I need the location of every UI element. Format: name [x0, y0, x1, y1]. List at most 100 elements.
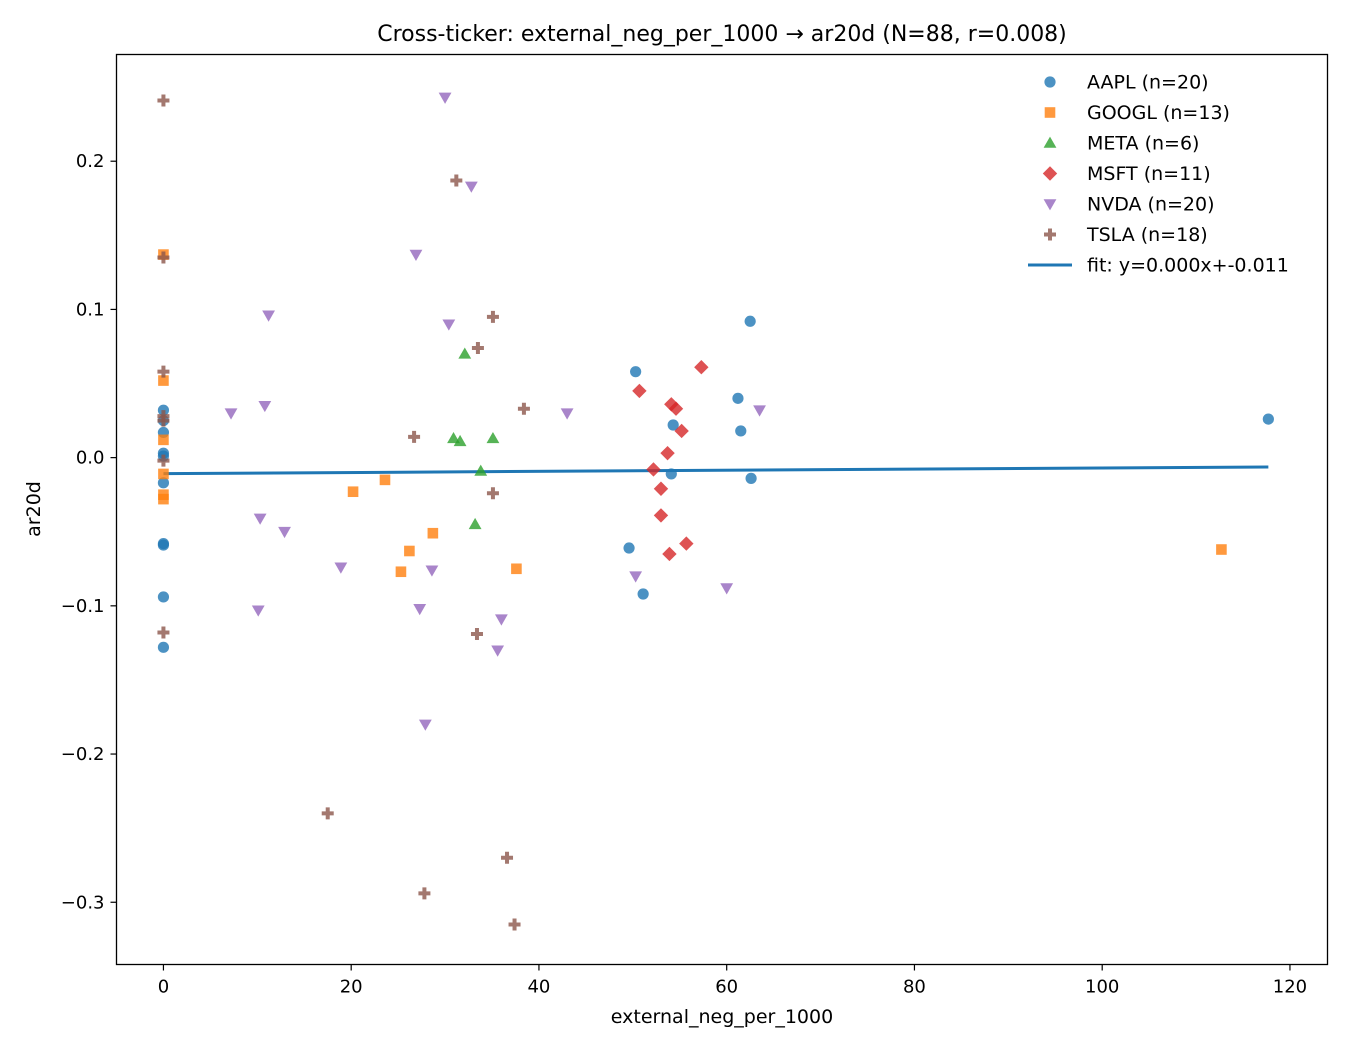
point-aapl [157, 539, 170, 551]
point-aapl [157, 591, 170, 603]
fit-layer [163, 465, 1269, 476]
legend-label-nvda: NVDA (n=20) [1087, 194, 1215, 216]
point-nvda [334, 562, 348, 574]
point-nvda [753, 405, 766, 417]
x-axis: 0 20 40 60 80 100 120 [158, 964, 1307, 998]
fit-line [163, 465, 1269, 476]
points-layer [157, 92, 1274, 931]
plot-area [115, 53, 1329, 966]
x-tick-label: 100 [1085, 977, 1119, 998]
point-msft [662, 546, 677, 562]
point-aapl [667, 419, 679, 431]
legend-marker-msft [1042, 166, 1058, 181]
point-meta [474, 464, 488, 476]
point-aapl [637, 588, 649, 600]
chart-title: Cross-ticker: external_neg_per_1000 → ar… [377, 22, 1067, 47]
point-nvda [253, 513, 267, 525]
point-aapl [1262, 413, 1274, 425]
point-tsla [157, 454, 170, 467]
point-googl [158, 489, 169, 500]
point-nvda [224, 408, 238, 420]
y-tick-label: −0.3 [61, 892, 105, 913]
legend-marker-tsla [1044, 228, 1056, 241]
point-nvda [418, 719, 432, 731]
legend-marker-nvda [1043, 199, 1057, 211]
point-tsla [157, 251, 170, 264]
x-tick-label: 20 [340, 977, 363, 998]
y-axis-label: ar20d [23, 481, 45, 537]
point-aapl [157, 477, 170, 489]
point-googl [404, 545, 415, 557]
x-axis-label: external_neg_per_1000 [611, 1006, 833, 1028]
point-msft [653, 508, 669, 523]
point-msft [674, 423, 689, 439]
x-tick-label: 0 [158, 977, 169, 998]
point-meta [447, 431, 460, 444]
point-googl [158, 434, 169, 446]
point-tsla [157, 414, 170, 427]
point-tsla [418, 887, 431, 900]
y-axis: −0.3 −0.2 −0.1 0.0 0.1 0.2 [61, 151, 117, 913]
point-googl [395, 566, 407, 578]
point-aapl [623, 542, 635, 554]
point-meta [458, 347, 472, 359]
point-tsla [321, 807, 334, 820]
point-tsla [471, 341, 484, 354]
point-googl [1216, 544, 1227, 555]
point-meta [453, 434, 467, 447]
point-nvda [425, 565, 439, 577]
point-aapl [744, 315, 756, 327]
point-meta [468, 517, 482, 530]
y-tick-label: 0.2 [76, 151, 105, 172]
point-googl [158, 468, 169, 480]
point-tsla [486, 310, 499, 323]
legend-marker-googl [1044, 107, 1056, 118]
point-msft [694, 360, 709, 375]
point-nvda [464, 181, 478, 193]
point-tsla [157, 626, 170, 639]
point-nvda [442, 319, 456, 331]
point-aapl [735, 425, 747, 437]
legend-label-meta: META (n=6) [1087, 133, 1199, 155]
point-googl [347, 486, 359, 498]
point-tsla [486, 487, 499, 500]
point-tsla [470, 627, 483, 640]
point-nvda [491, 645, 505, 657]
point-nvda [438, 92, 452, 104]
point-googl [511, 563, 522, 575]
point-msft [668, 401, 684, 416]
legend-label-tsla: TSLA (n=18) [1086, 224, 1208, 246]
legend-label-fit: fit: y=0.000x+-0.011 [1087, 255, 1289, 277]
legend-marker-meta [1043, 136, 1057, 148]
point-nvda [413, 603, 427, 616]
point-nvda [251, 605, 265, 617]
point-googl [427, 527, 439, 539]
point-tsla [517, 402, 530, 415]
point-nvda [262, 310, 275, 322]
point-nvda [720, 583, 734, 595]
point-msft [679, 536, 694, 551]
point-nvda [258, 400, 272, 413]
point-aapl [732, 392, 744, 404]
legend-marker-aapl [1044, 76, 1056, 88]
x-tick-label: 120 [1273, 977, 1307, 998]
point-tsla [501, 851, 514, 864]
point-aapl [665, 468, 677, 480]
y-tick-label: −0.1 [61, 596, 105, 617]
point-tsla [450, 174, 463, 187]
x-tick-label: 40 [527, 977, 550, 998]
point-nvda [409, 249, 423, 261]
x-tick-label: 80 [903, 977, 926, 998]
point-aapl [745, 472, 757, 484]
point-nvda [560, 408, 574, 420]
point-tsla [408, 430, 421, 443]
legend-label-msft: MSFT (n=11) [1087, 163, 1211, 185]
point-msft [660, 445, 675, 461]
x-tick-label: 60 [715, 977, 738, 998]
point-tsla [157, 365, 170, 378]
point-tsla [508, 918, 521, 931]
point-googl [158, 375, 169, 386]
point-aapl [630, 366, 642, 378]
point-msft [632, 383, 647, 399]
point-msft [653, 481, 669, 496]
